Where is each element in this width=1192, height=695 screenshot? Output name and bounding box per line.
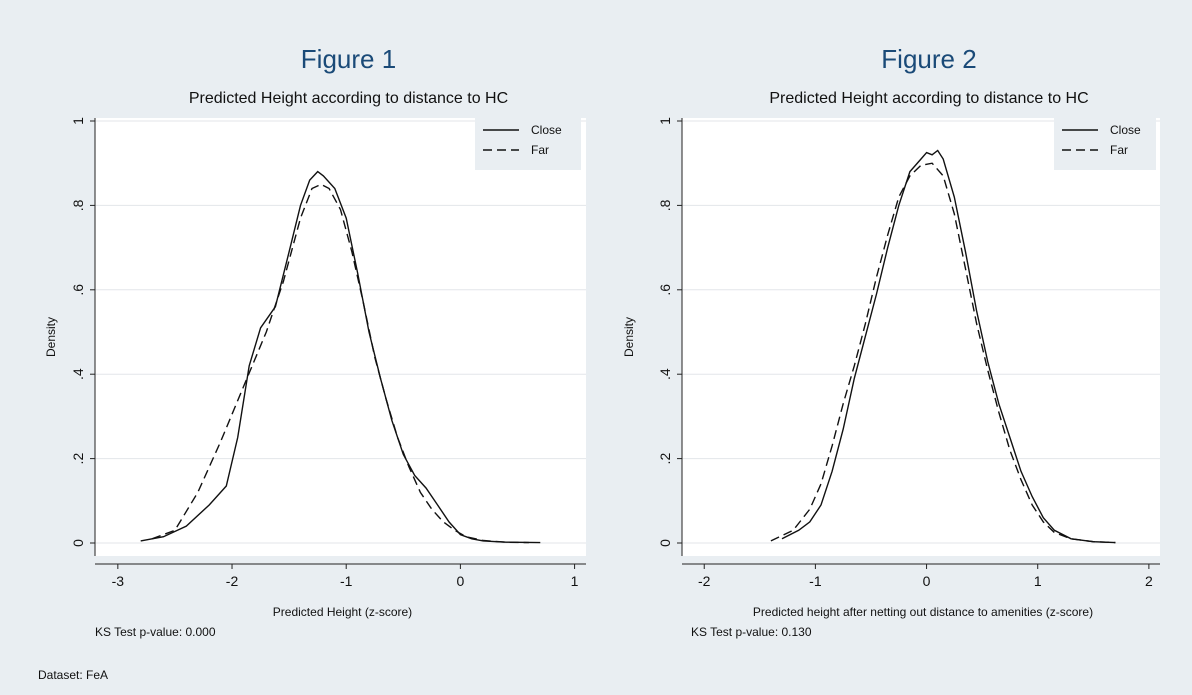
figure-label: Figure 1	[301, 44, 396, 74]
x-tick-label: 1	[1034, 573, 1042, 589]
x-tick-label: -1	[340, 573, 353, 589]
legend: Close Far	[475, 118, 581, 170]
y-tick-label: .6	[657, 284, 673, 296]
chart-title: Predicted Height according to distance t…	[769, 90, 1088, 107]
y-tick-label: .6	[70, 284, 86, 296]
legend-label-close: Close	[1110, 123, 1141, 137]
legend-label-far: Far	[1110, 143, 1128, 157]
y-tick-label: .4	[657, 368, 673, 380]
chart-panel-2: Figure 2 Predicted Height according to di…	[622, 44, 1160, 639]
y-axis-label: Density	[622, 317, 636, 357]
y-tick-label: .4	[70, 368, 86, 380]
legend-box	[475, 118, 581, 170]
legend-label-close: Close	[531, 123, 562, 137]
y-tick-label: .8	[70, 199, 86, 211]
plot-area	[95, 118, 586, 556]
y-tick-label: .2	[70, 453, 86, 465]
chart-title: Predicted Height according to distance t…	[189, 90, 508, 107]
x-tick-label: 1	[571, 573, 579, 589]
plot-area	[682, 118, 1160, 556]
y-axis-label: Density	[44, 317, 58, 357]
legend: Close Far	[1054, 118, 1156, 170]
ks-test-note: KS Test p-value: 0.000	[95, 625, 216, 639]
figure-label: Figure 2	[881, 44, 976, 74]
legend-box	[1054, 118, 1156, 170]
ks-test-note: KS Test p-value: 0.130	[691, 625, 812, 639]
y-tick-label: 0	[70, 539, 86, 547]
y-tick-label: 1	[657, 117, 673, 125]
x-axis-label: Predicted Height (z-score)	[273, 605, 412, 619]
x-tick-label: 0	[923, 573, 931, 589]
y-tick-label: 1	[70, 117, 86, 125]
x-axis-label: Predicted height after netting out dista…	[753, 605, 1093, 619]
x-tick-label: 0	[456, 573, 464, 589]
x-tick-label: -2	[698, 573, 711, 589]
series-line-far	[151, 183, 529, 544]
y-tick-label: .8	[657, 199, 673, 211]
x-tick-label: 2	[1145, 573, 1153, 589]
series-line-close	[781, 149, 1116, 544]
chart-panel-1: Figure 1 Predicted Height according to di…	[44, 44, 586, 639]
y-tick-label: 0	[657, 539, 673, 547]
series-line-far	[770, 162, 1116, 544]
legend-label-far: Far	[531, 143, 549, 157]
y-tick-label: .2	[657, 453, 673, 465]
series-line-close	[140, 170, 541, 544]
x-tick-label: -1	[809, 573, 822, 589]
x-tick-label: -2	[226, 573, 239, 589]
dataset-note: Dataset: FeA	[38, 668, 108, 682]
x-tick-label: -3	[112, 573, 125, 589]
